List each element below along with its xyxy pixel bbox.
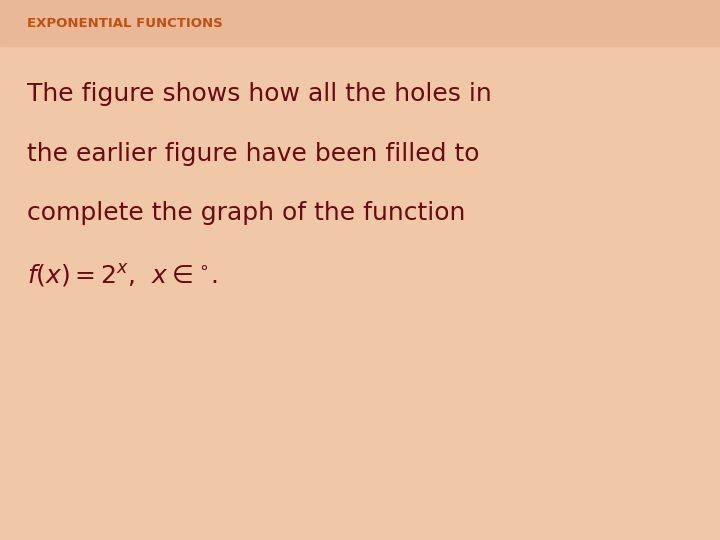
Text: complete the graph of the function: complete the graph of the function bbox=[27, 201, 466, 225]
Text: 1: 1 bbox=[605, 507, 613, 519]
Text: $f(x) = 2^x$,  $x \in^{\circ}$.: $f(x) = 2^x$, $x \in^{\circ}$. bbox=[27, 262, 217, 289]
Text: The figure shows how all the holes in: The figure shows how all the holes in bbox=[27, 83, 492, 106]
Text: EXPONENTIAL FUNCTIONS: EXPONENTIAL FUNCTIONS bbox=[27, 17, 223, 30]
Text: 0: 0 bbox=[536, 507, 544, 519]
Text: 1: 1 bbox=[522, 431, 530, 444]
Text: x: x bbox=[706, 484, 715, 498]
Text: © Thomson Higher Education: © Thomson Higher Education bbox=[306, 503, 387, 509]
Bar bbox=[0, 0, 720, 46]
Text: y: y bbox=[536, 221, 544, 235]
Text: the earlier figure have been filled to: the earlier figure have been filled to bbox=[27, 142, 480, 166]
